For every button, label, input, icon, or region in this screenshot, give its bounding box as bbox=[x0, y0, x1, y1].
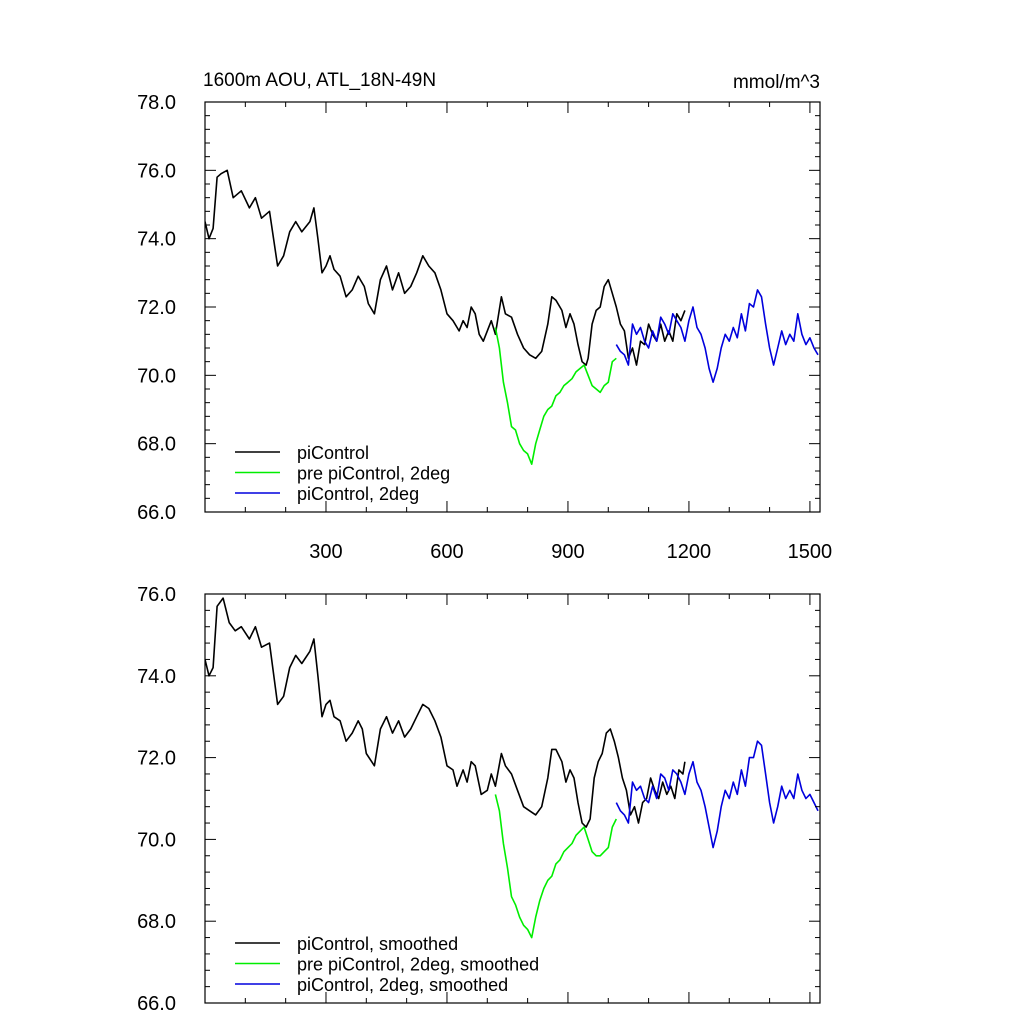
y-tick-label-1-3: 72.0 bbox=[137, 748, 176, 770]
legend-label-0-1: pre piControl, 2deg bbox=[297, 464, 450, 484]
plot-frame-1 bbox=[204, 593, 821, 1004]
x-tick-label-0-3: 1200 bbox=[667, 541, 712, 563]
y-tick-label-1-4: 74.0 bbox=[137, 666, 176, 688]
legend-label-1-0: piControl, smoothed bbox=[297, 934, 458, 954]
y-tick-label-0-2: 70.0 bbox=[137, 365, 176, 387]
series-line-1-2 bbox=[615, 740, 819, 849]
x-tick-label-0-2: 900 bbox=[551, 541, 584, 563]
series-line-1-0 bbox=[205, 597, 686, 828]
series-line-0-1 bbox=[494, 327, 617, 465]
y-tick-label-0-5: 76.0 bbox=[137, 160, 176, 182]
x-tick-label-0-4: 1500 bbox=[788, 541, 833, 563]
y-tick-label-0-6: 78.0 bbox=[137, 92, 176, 114]
y-tick-label-0-4: 74.0 bbox=[137, 229, 176, 251]
legend-label-0-0: piControl bbox=[297, 443, 369, 463]
y-tick-label-1-5: 76.0 bbox=[137, 584, 176, 606]
y-tick-label-0-3: 72.0 bbox=[137, 297, 176, 319]
panel-bottom: 66.0 68.0 70.0 72.0 74.0 76.0 piControl, smoot… bbox=[137, 584, 821, 1015]
figure-title: 1600m AOU, ATL_18N-49N bbox=[203, 70, 436, 91]
units-label: mmol/m^3 bbox=[733, 72, 820, 93]
y-tick-label-0-0: 66.0 bbox=[137, 502, 176, 524]
y-tick-label-1-0: 66.0 bbox=[137, 993, 176, 1015]
x-tick-label-0-1: 600 bbox=[430, 541, 463, 563]
y-tick-label-0-1: 68.0 bbox=[137, 434, 176, 456]
panel-top: 66.0 68.0 70.0 72.0 74.0 76.0 78.0 300 600 900 120… bbox=[137, 92, 832, 563]
series-line-0-2 bbox=[615, 289, 819, 383]
x-tick-label-0-0: 300 bbox=[309, 541, 342, 563]
legend-label-0-2: piControl, 2deg bbox=[297, 484, 419, 504]
y-tick-label-1-2: 70.0 bbox=[137, 829, 176, 851]
series-line-0-0 bbox=[205, 169, 686, 366]
series-line-1-1 bbox=[494, 794, 618, 939]
legend-label-1-2: piControl, 2deg, smoothed bbox=[297, 975, 508, 995]
legend-label-1-1: pre piControl, 2deg, smoothed bbox=[297, 955, 539, 975]
y-tick-label-1-1: 68.0 bbox=[137, 911, 176, 933]
